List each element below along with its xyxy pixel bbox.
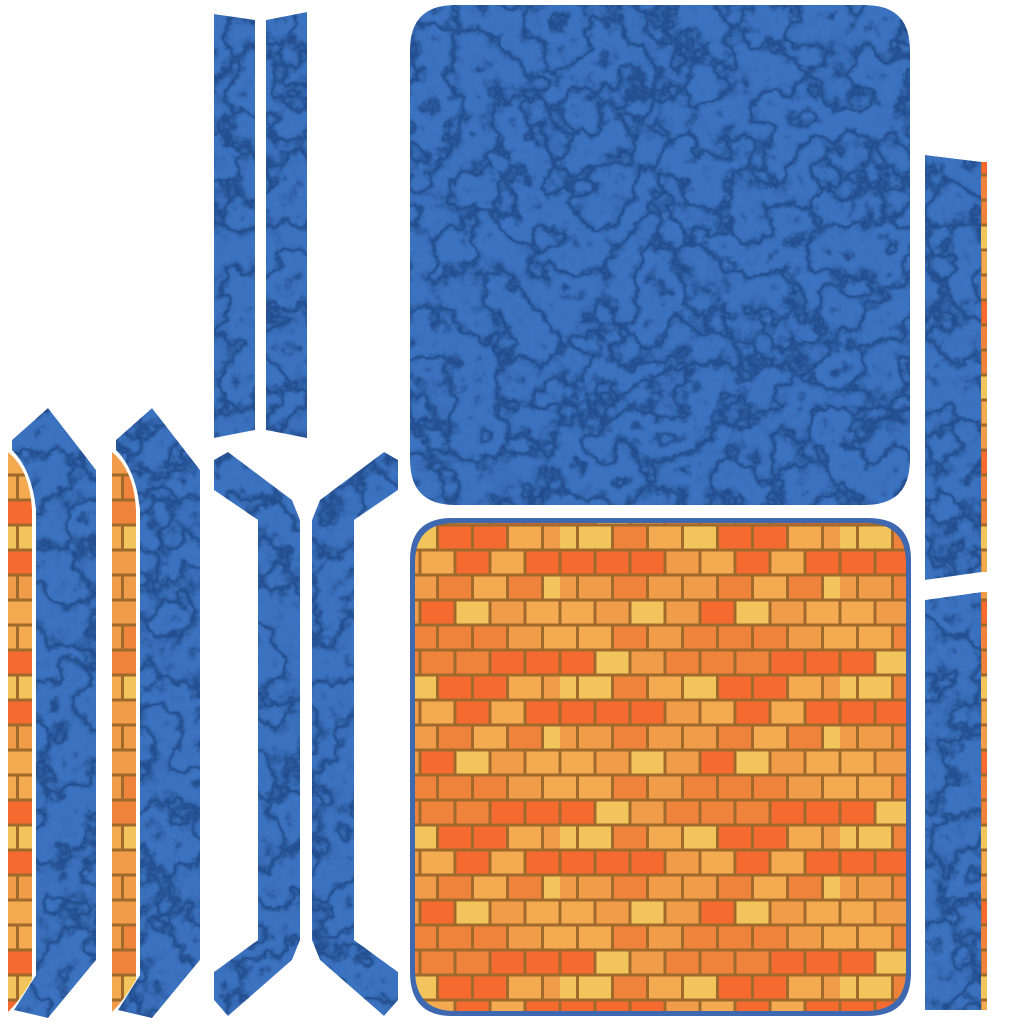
marble-curve-strip-3 bbox=[214, 452, 300, 1016]
marble-curve-strip-1 bbox=[12, 408, 96, 1018]
marble-curve-strip-4 bbox=[312, 452, 398, 1016]
marble-strip-top-left bbox=[214, 14, 255, 438]
brick-edge-curve-1 bbox=[8, 452, 32, 1012]
marble-strip-right-upper bbox=[925, 155, 982, 580]
brick-edge-right-lower bbox=[981, 592, 987, 1010]
marble-square-panel bbox=[410, 5, 910, 505]
brick-edge-right-upper bbox=[981, 162, 987, 572]
marble-curve-strip-2 bbox=[116, 408, 200, 1018]
marble-strip-right-lower bbox=[925, 592, 982, 1010]
brick-square-panel bbox=[415, 523, 906, 1011]
marble-strip-top-right bbox=[266, 12, 307, 438]
brick-edge-curve-2 bbox=[112, 452, 136, 1012]
